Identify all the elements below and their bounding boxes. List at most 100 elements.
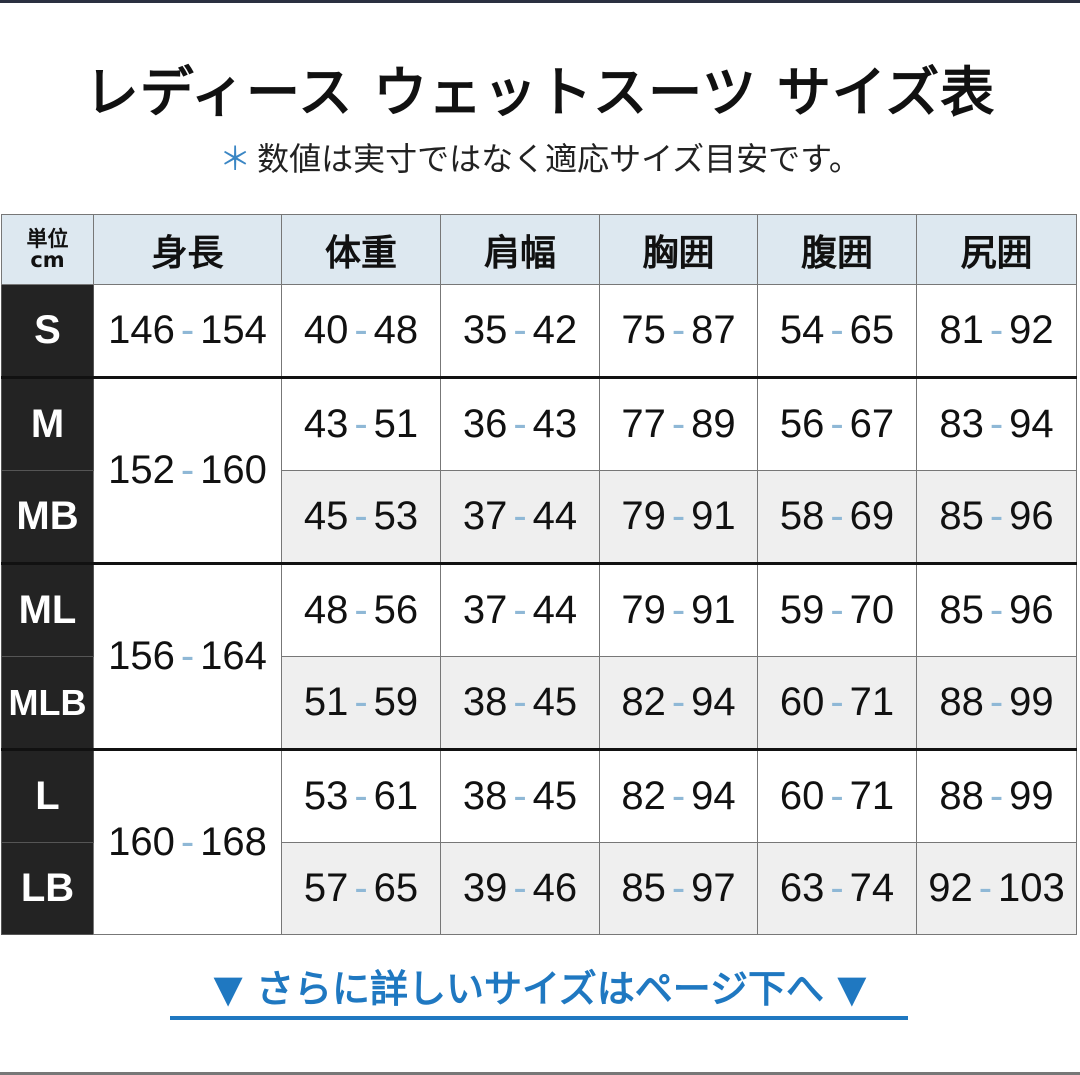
range-max: 48: [373, 308, 419, 352]
size-range-cell: 85-97: [599, 842, 758, 935]
size-range-cell: 82-94: [599, 656, 758, 750]
range-dash: -: [830, 774, 844, 818]
top-border: [0, 0, 1080, 3]
table-row: M 152-160 43-51 36-43 77-89 56-67 83-94: [1, 376, 1077, 564]
range-min: 83: [939, 402, 984, 446]
size-label: M: [1, 376, 94, 471]
range-dash: -: [989, 774, 1004, 818]
size-range-cell: 38-45: [440, 656, 600, 750]
range-max: 89: [691, 402, 736, 446]
range-min: 88: [939, 680, 984, 724]
bottom-border: [0, 1072, 1080, 1075]
size-range-cell: 88-99: [916, 656, 1077, 750]
range-max: 45: [532, 774, 578, 818]
range-max: 74: [849, 866, 895, 910]
size-range-cell: 60-71: [757, 748, 917, 843]
range-dash: -: [354, 680, 368, 724]
size-range-cell: 82-94: [599, 748, 758, 843]
range-dash: -: [180, 448, 195, 492]
table-row: S 146-154 40-48 35-42 75-87 54-65 81-92: [1, 284, 1077, 378]
range-dash: -: [989, 308, 1004, 352]
size-range-cell: 85-96: [916, 562, 1077, 657]
range-max: 70: [849, 588, 895, 632]
size-range-cell: 79-91: [599, 470, 758, 564]
range-max: 61: [373, 774, 419, 818]
size-range-cell: 37-44: [440, 470, 600, 564]
range-max: 44: [532, 494, 578, 538]
size-range-cell: 43-51: [281, 376, 441, 471]
range-max: 154: [200, 308, 267, 352]
range-max: 91: [691, 588, 736, 632]
unit-label: 単位: [26, 226, 69, 251]
column-header: 肩幅: [440, 214, 600, 285]
range-dash: -: [513, 494, 527, 538]
size-range-cell: 45-53: [281, 470, 441, 564]
range-max: 87: [691, 308, 736, 352]
range-max: 96: [1009, 494, 1054, 538]
size-range-cell: 54-65: [757, 284, 917, 378]
size-table: 単位 cm 身長 体重 肩幅 胸囲 腹囲 尻囲 S 146-154 40-48 35-42 75-8…: [1, 214, 1077, 935]
range-min: 38: [462, 680, 508, 724]
size-range-cell: 56-67: [757, 376, 917, 471]
page-title: レディース ウェットスーツ サイズ表: [84, 61, 996, 124]
range-min: 57: [303, 866, 349, 910]
range-max: 51: [373, 402, 419, 446]
range-dash: -: [830, 402, 844, 446]
range-max: 43: [532, 402, 578, 446]
range-dash: -: [513, 866, 527, 910]
range-min: 77: [621, 402, 666, 446]
range-max: 99: [1009, 680, 1054, 724]
size-range-cell: 75-87: [599, 284, 758, 378]
subtitle: ＊数値は実寸ではなく適応サイズ目安です。: [0, 134, 1080, 180]
range-max: 94: [691, 774, 736, 818]
range-dash: -: [830, 494, 844, 538]
size-range-cell: 146-154: [93, 284, 282, 378]
asterisk-icon: ＊: [219, 140, 252, 178]
range-min: 39: [462, 866, 508, 910]
range-max: 67: [849, 402, 895, 446]
table-row: ML 156-164 48-56 37-44 79-91 59-70 85-96: [1, 562, 1077, 750]
range-dash: -: [354, 308, 368, 352]
range-max: 97: [691, 866, 736, 910]
range-max: 160: [200, 448, 267, 492]
range-min: 40: [303, 308, 349, 352]
size-range-cell: 79-91: [599, 562, 758, 657]
header-row: 単位 cm 身長 体重 肩幅 胸囲 腹囲 尻囲: [1, 214, 1077, 285]
size-range-cell: 77-89: [599, 376, 758, 471]
range-min: 63: [779, 866, 825, 910]
range-dash: -: [830, 680, 844, 724]
range-min: 152: [108, 448, 175, 492]
range-dash: -: [180, 820, 195, 864]
size-range-cell: 88-99: [916, 748, 1077, 843]
range-dash: -: [513, 680, 527, 724]
range-min: 92: [928, 866, 973, 910]
range-max: 94: [1009, 402, 1054, 446]
column-header: 腹囲: [757, 214, 917, 285]
range-dash: -: [354, 494, 368, 538]
range-dash: -: [354, 866, 368, 910]
range-min: 60: [779, 774, 825, 818]
size-label: L: [1, 748, 94, 843]
size-range-cell: 35-42: [440, 284, 600, 378]
range-max: 71: [849, 680, 895, 724]
range-min: 53: [303, 774, 349, 818]
range-max: 42: [532, 308, 578, 352]
range-min: 35: [462, 308, 508, 352]
range-max: 59: [373, 680, 419, 724]
table-row: MLB 51-59 38-45 82-94 60-71 88-99: [1, 656, 1077, 750]
column-header: 胸囲: [599, 214, 758, 285]
size-range-cell: 38-45: [440, 748, 600, 843]
range-max: 96: [1009, 588, 1054, 632]
range-max: 71: [849, 774, 895, 818]
table-row: LB 57-65 39-46 85-97 63-74 92-103: [1, 842, 1077, 935]
size-range-cell: 160-168: [93, 748, 282, 935]
size-range-cell: 37-44: [440, 562, 600, 657]
range-dash: -: [671, 494, 686, 538]
size-label: ML: [1, 562, 94, 657]
range-dash: -: [354, 588, 368, 632]
range-dash: -: [989, 402, 1004, 446]
range-max: 164: [200, 634, 267, 678]
size-range-cell: 51-59: [281, 656, 441, 750]
range-dash: -: [671, 308, 686, 352]
more-sizes-link[interactable]: ▼ さらに詳しいサイズはページ下へ ▼: [213, 967, 867, 1011]
